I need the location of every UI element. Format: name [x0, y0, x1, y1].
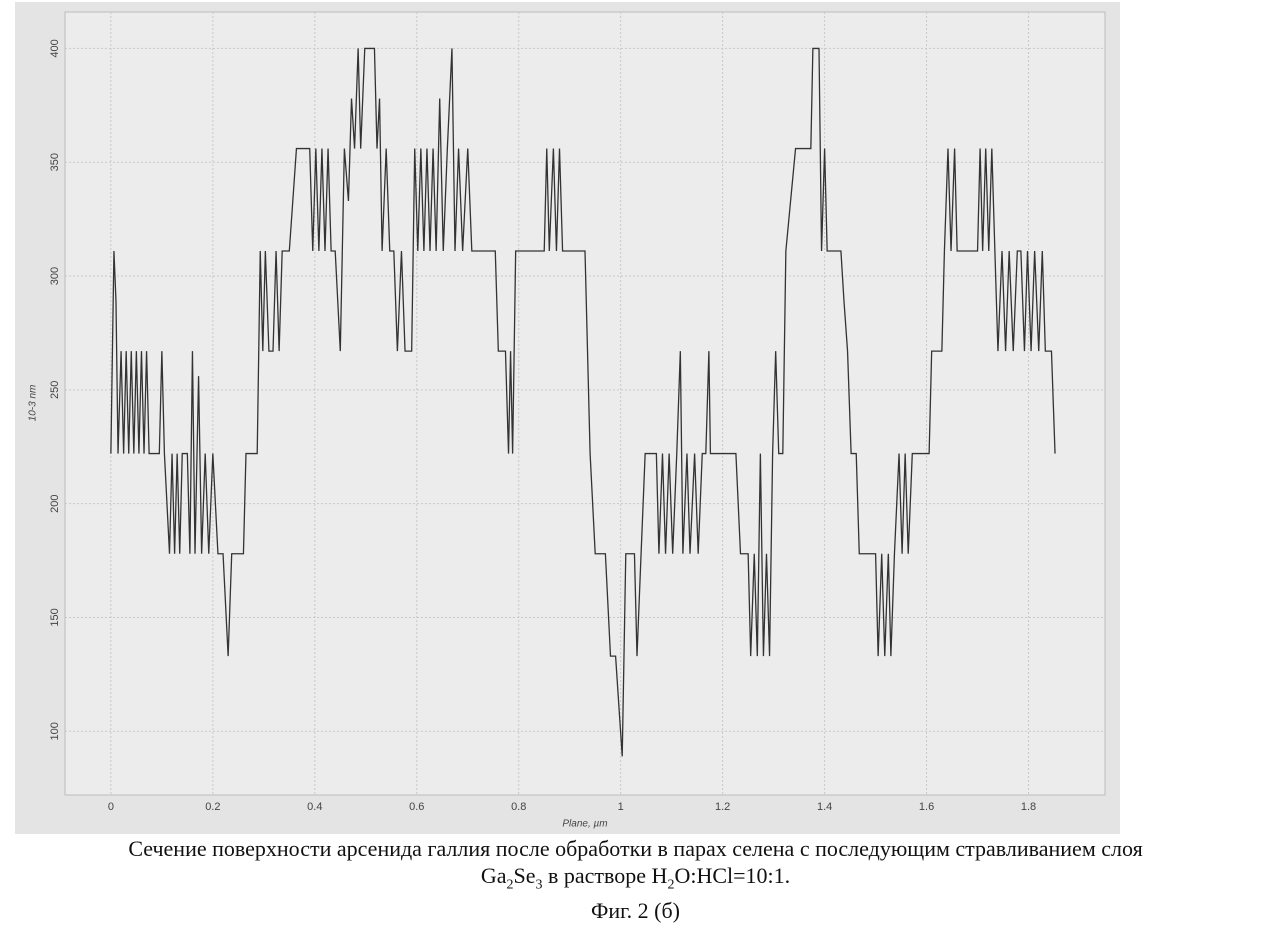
x-tick-label: 0.4 — [307, 801, 322, 813]
x-tick-label: 0 — [108, 801, 114, 813]
page: Plane, µm 10-3 nm 100 150 200 250 300 350 400 0… — [0, 0, 1271, 938]
x-tick-label: 0.6 — [409, 801, 424, 813]
x-tick-label: 1.6 — [919, 801, 934, 813]
y-tick-label: 100 — [49, 722, 61, 740]
x-tick-label: 1.8 — [1021, 801, 1036, 813]
x-axis-label: Plane, µm — [562, 819, 607, 830]
x-tick-label: 0.8 — [511, 801, 526, 813]
x-tick-label: 1.2 — [715, 801, 730, 813]
caption-text: Se — [514, 863, 536, 888]
y-tick-label: 350 — [49, 153, 61, 171]
chart: Plane, µm 10-3 nm 100 150 200 250 300 350 400 0… — [0, 0, 1271, 840]
y-tick-label: 400 — [49, 39, 61, 57]
caption-line1: Сечение поверхности арсенида галлия посл… — [0, 836, 1271, 862]
caption-text: в растворе H — [543, 863, 668, 888]
y-tick-label: 150 — [49, 608, 61, 626]
y-tick-label: 300 — [49, 267, 61, 285]
y-axis-label: 10-3 nm — [28, 385, 39, 422]
caption-text: O:HCl=10:1. — [674, 863, 790, 888]
subscript: 3 — [536, 877, 543, 892]
caption-text: Ga — [481, 863, 507, 888]
y-tick-label: 250 — [49, 381, 61, 399]
x-tick-label: 1 — [618, 801, 624, 813]
y-tick-label: 200 — [49, 494, 61, 512]
caption-line2: Ga2Se3 в растворе H2O:HCl=10:1. — [0, 863, 1271, 893]
figure-label: Фиг. 2 (б) — [0, 898, 1271, 924]
plot-area — [65, 12, 1105, 795]
x-tick-label: 0.2 — [205, 801, 220, 813]
x-tick-label: 1.4 — [817, 801, 832, 813]
subscript: 2 — [507, 877, 514, 892]
